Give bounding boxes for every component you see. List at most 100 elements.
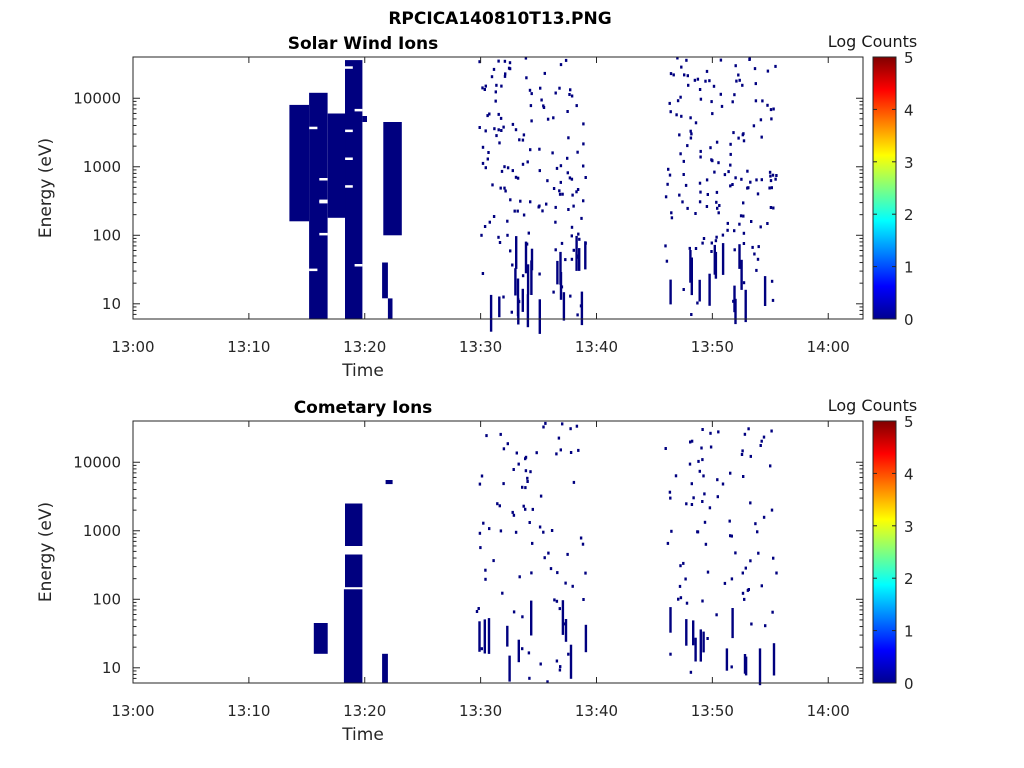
colorbar bbox=[872, 56, 897, 320]
count-cell bbox=[716, 495, 719, 499]
count-cell bbox=[692, 620, 695, 646]
count-cell bbox=[698, 469, 701, 473]
count-cell bbox=[530, 248, 534, 271]
count-cell bbox=[584, 241, 587, 245]
count-cell bbox=[541, 209, 544, 213]
count-block bbox=[383, 122, 402, 236]
count-cell bbox=[568, 93, 571, 96]
count-cell bbox=[742, 201, 745, 205]
count-cell bbox=[701, 241, 704, 245]
count-cell bbox=[530, 260, 533, 295]
count-cell bbox=[698, 181, 702, 185]
count-cell bbox=[762, 435, 766, 439]
count-cell bbox=[531, 507, 534, 511]
count-cell bbox=[570, 94, 574, 98]
count-cell bbox=[522, 213, 526, 217]
count-block bbox=[289, 104, 310, 222]
count-cell bbox=[495, 83, 498, 87]
count-cell bbox=[715, 200, 718, 204]
count-cell bbox=[769, 206, 773, 209]
count-cell bbox=[770, 508, 774, 512]
x-tick-label: 13:50 bbox=[691, 702, 734, 720]
count-cell bbox=[521, 615, 524, 619]
panel-title: Cometary Ions bbox=[294, 398, 433, 418]
x-tick-label: 13:20 bbox=[343, 702, 386, 720]
count-cell bbox=[569, 88, 572, 92]
count-cell bbox=[511, 263, 514, 267]
count-cell bbox=[726, 228, 729, 232]
count-cell bbox=[582, 199, 585, 203]
count-cell bbox=[684, 183, 688, 187]
count-cell bbox=[499, 116, 503, 120]
count-cell bbox=[694, 247, 698, 250]
count-cell bbox=[709, 146, 712, 150]
count-cell bbox=[686, 74, 689, 78]
count-cell bbox=[494, 99, 497, 103]
count-cell bbox=[480, 647, 483, 651]
count-cell bbox=[562, 622, 566, 626]
count-block bbox=[345, 60, 363, 319]
count-cell bbox=[544, 421, 547, 425]
count-cell bbox=[558, 668, 562, 672]
count-cell bbox=[524, 507, 527, 511]
count-cell bbox=[750, 622, 753, 626]
count-cell bbox=[766, 222, 769, 225]
spectrogram-cells bbox=[313, 421, 778, 686]
count-cell bbox=[580, 216, 583, 220]
count-cell bbox=[567, 136, 570, 140]
count-cell bbox=[577, 448, 580, 452]
count-cell bbox=[558, 189, 561, 193]
count-cell bbox=[755, 178, 758, 182]
count-cell bbox=[708, 506, 712, 510]
x-tick-label: 13:50 bbox=[691, 338, 734, 356]
y-axis-label: Energy (eV) bbox=[36, 138, 56, 238]
count-cell bbox=[715, 613, 718, 617]
count-cell bbox=[488, 112, 491, 116]
colorbar-tick-label: 0 bbox=[904, 311, 914, 329]
count-cell bbox=[759, 118, 763, 122]
count-block bbox=[343, 589, 363, 683]
colorbar-tick-label: 1 bbox=[904, 623, 914, 641]
count-cell bbox=[538, 299, 541, 334]
count-cell bbox=[555, 452, 558, 456]
count-cell bbox=[567, 208, 570, 211]
count-cell bbox=[518, 138, 521, 142]
count-cell bbox=[546, 117, 550, 121]
count-cell bbox=[696, 530, 700, 534]
count-cell bbox=[679, 564, 682, 568]
count-cell bbox=[497, 59, 500, 63]
count-cell bbox=[535, 451, 538, 455]
count-cell bbox=[516, 278, 520, 317]
y-tick-label: 10 bbox=[102, 659, 121, 677]
colorbar-tick-label: 5 bbox=[904, 413, 914, 431]
count-cell bbox=[742, 139, 746, 143]
count-cell bbox=[730, 577, 734, 581]
count-cell bbox=[529, 470, 532, 474]
count-cell bbox=[543, 71, 546, 75]
count-cell bbox=[684, 577, 687, 581]
count-cell bbox=[743, 432, 747, 436]
count-cell bbox=[481, 145, 485, 149]
count-cell bbox=[559, 665, 562, 669]
count-cell bbox=[754, 82, 757, 86]
count-cell bbox=[768, 186, 771, 190]
count-cell bbox=[503, 165, 506, 169]
count-cell bbox=[721, 243, 725, 275]
count-cell bbox=[572, 248, 575, 252]
x-tick-label: 13:40 bbox=[575, 702, 618, 720]
count-cell bbox=[746, 186, 749, 190]
count-cell bbox=[506, 166, 510, 170]
count-cell bbox=[703, 520, 707, 524]
count-cell bbox=[498, 241, 502, 244]
count-cell bbox=[680, 114, 683, 118]
count-block bbox=[382, 653, 388, 683]
count-cell bbox=[675, 113, 678, 117]
x-axis-label: Time bbox=[341, 361, 384, 381]
count-cell bbox=[559, 448, 562, 452]
count-cell bbox=[757, 245, 760, 249]
count-cell bbox=[582, 122, 585, 126]
count-cell bbox=[528, 676, 531, 680]
x-tick-label: 13:30 bbox=[459, 702, 502, 720]
count-cell bbox=[727, 170, 730, 174]
